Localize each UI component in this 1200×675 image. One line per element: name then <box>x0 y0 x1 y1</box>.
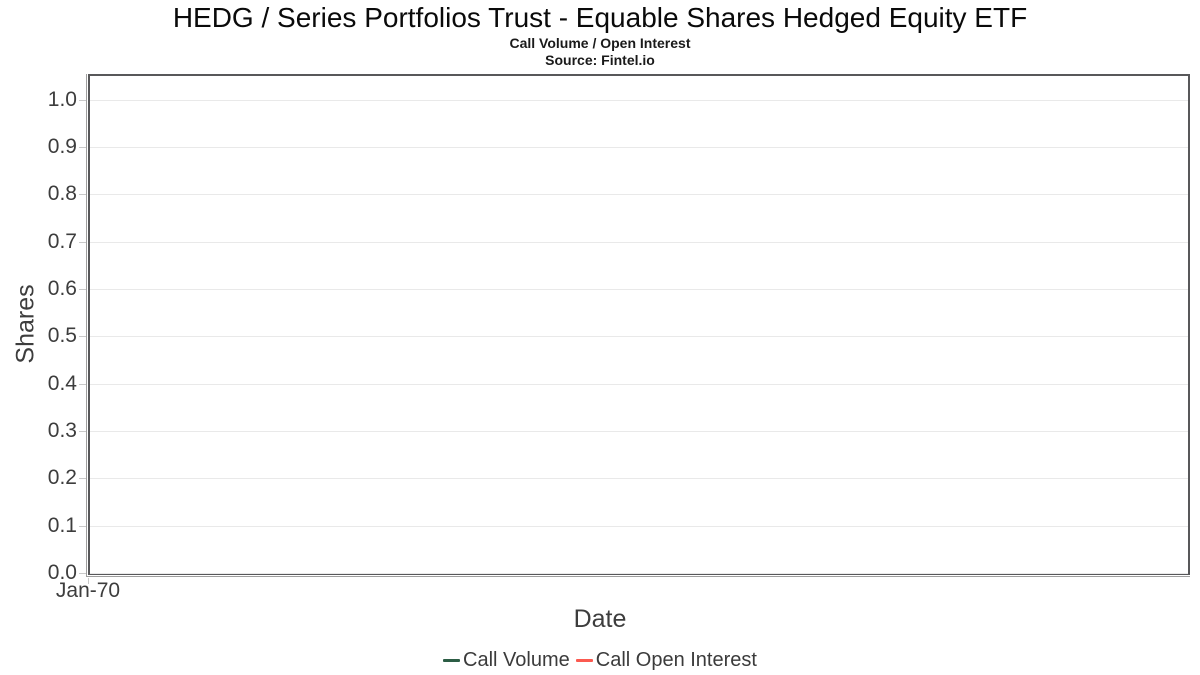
y-tick-mark <box>79 288 86 290</box>
gridline <box>90 336 1188 338</box>
y-tick-mark <box>79 573 86 574</box>
y-tick-label: 0.1 <box>47 513 77 537</box>
gridline <box>90 430 1188 432</box>
y-axis-line <box>86 74 87 577</box>
x-tick-label: Jan-70 <box>55 579 121 602</box>
x-tick-mark <box>88 578 89 584</box>
legend-label: Call Open Interest <box>595 648 757 671</box>
gridline <box>90 478 1188 480</box>
chart-source: Source: Fintel.io <box>545 52 655 68</box>
y-tick-mark <box>79 146 86 148</box>
legend: Call Volume Call Open Interest <box>0 646 1200 674</box>
y-tick-label: 0.8 <box>47 182 77 206</box>
y-tick-mark <box>79 336 86 338</box>
y-tick-mark <box>79 194 86 196</box>
legend-swatch-icon <box>443 658 461 662</box>
legend-item-call-volume[interactable]: Call Volume <box>443 649 570 672</box>
y-tick-label: 0.9 <box>47 134 77 158</box>
y-tick-mark <box>79 430 86 432</box>
legend-swatch-icon <box>575 658 593 662</box>
gridline <box>90 99 1188 101</box>
gridline <box>90 288 1188 290</box>
chart-subtitle: Call Volume / Open Interest <box>509 35 691 51</box>
y-tick-mark <box>79 241 86 243</box>
y-tick-mark <box>79 383 86 385</box>
chart-title: HEDG / Series Portfolios Trust - Equable… <box>172 2 1028 33</box>
y-tick-mark <box>79 99 86 101</box>
gridline <box>90 241 1188 243</box>
y-tick-mark <box>79 525 86 527</box>
y-tick-mark <box>79 478 86 480</box>
legend-item-call-open-interest[interactable]: Call Open Interest <box>575 648 757 672</box>
gridline <box>90 194 1188 196</box>
legend-label: Call Volume <box>463 648 570 671</box>
y-tick-label: 1.0 <box>47 87 77 111</box>
y-tick-label: 0.2 <box>47 466 77 490</box>
x-axis-label: Date <box>573 605 627 633</box>
gridline <box>90 573 1188 574</box>
y-tick-label: 0.0 <box>47 561 77 584</box>
y-tick-label: 0.3 <box>47 418 77 442</box>
gridline <box>90 383 1188 385</box>
y-tick-label: 0.7 <box>47 229 77 253</box>
x-axis-line <box>86 576 1190 577</box>
plot-area <box>88 74 1190 575</box>
y-axis-label: Shares <box>11 284 40 364</box>
gridline <box>90 146 1188 148</box>
gridline <box>90 525 1188 527</box>
y-tick-label: 0.4 <box>47 371 77 395</box>
